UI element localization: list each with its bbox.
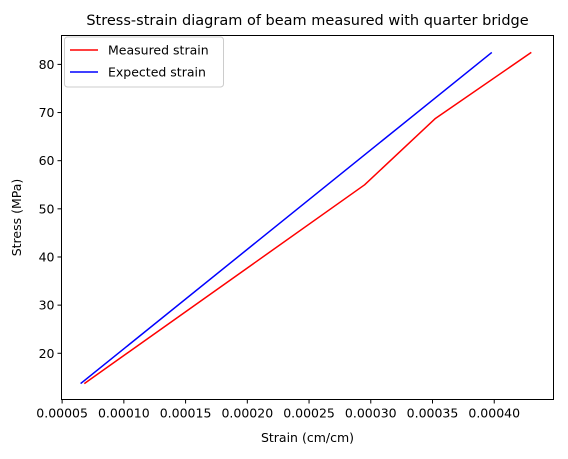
- legend-label-1: Measured strain: [108, 43, 209, 58]
- x-axis-label: Strain (cm/cm): [261, 430, 354, 445]
- y-tick-label: 70: [39, 105, 55, 120]
- legend-label-2: Expected strain: [108, 65, 206, 80]
- x-axis: 0.00005 0.00010 0.00015 0.00020 0.00025 0.000…: [36, 400, 520, 421]
- y-tick-label: 60: [39, 153, 55, 168]
- x-tick-label: 0.00030: [345, 406, 397, 421]
- y-tick-label: 50: [39, 201, 55, 216]
- x-tick-label: 0.00025: [283, 406, 335, 421]
- x-tick-label: 0.00035: [407, 406, 459, 421]
- y-axis-label: Stress (MPa): [9, 179, 24, 257]
- x-tick-label: 0.00010: [98, 406, 150, 421]
- plot-area: [62, 36, 554, 400]
- x-tick-label: 0.00015: [160, 406, 212, 421]
- series-line-2: [81, 52, 492, 383]
- legend: Measured strain Expected strain: [65, 37, 224, 87]
- x-tick-label: 0.00005: [36, 406, 88, 421]
- series-layer: [81, 52, 532, 383]
- y-tick-label: 30: [39, 298, 55, 313]
- x-tick-label: 0.00020: [221, 406, 273, 421]
- y-tick-label: 40: [39, 249, 55, 264]
- y-tick-label: 20: [39, 346, 55, 361]
- chart-title: Stress-strain diagram of beam measured w…: [86, 13, 528, 29]
- y-tick-label: 80: [39, 57, 55, 72]
- y-axis: 20 30 40 50 60 70 80: [39, 57, 62, 361]
- x-tick-label: 0.00040: [468, 406, 520, 421]
- plot-frame: [62, 36, 554, 400]
- series-line-1: [84, 52, 531, 383]
